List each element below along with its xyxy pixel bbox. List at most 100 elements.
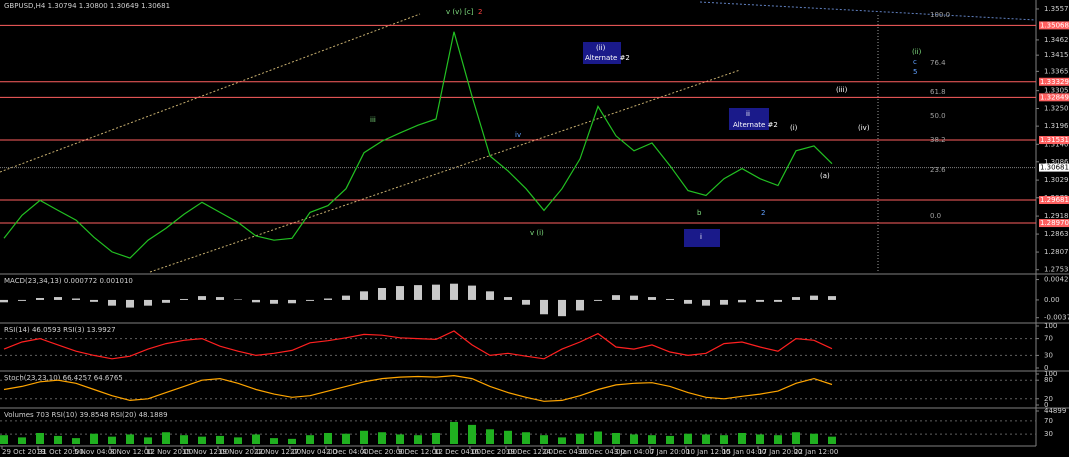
bar <box>504 297 512 300</box>
bar <box>108 299 116 306</box>
x-tick-label: 10 Jan 12:00 <box>686 448 730 456</box>
y-tick-label: 1.30860 <box>1044 158 1069 166</box>
bar <box>666 298 674 300</box>
bar <box>342 295 350 300</box>
wave-label: iii <box>370 116 376 124</box>
level-label: 1.29681 <box>1040 196 1069 204</box>
bar <box>612 432 620 444</box>
bar <box>432 432 440 444</box>
x-tick-label: 8 Nov 12:00 <box>110 448 153 456</box>
bar <box>162 299 170 303</box>
bar <box>774 435 782 444</box>
bar <box>720 299 728 305</box>
y-tick-label: 44899 <box>1044 407 1066 415</box>
y-tick-label: 100 <box>1044 322 1057 330</box>
y-tick-label: 20 <box>1044 395 1053 403</box>
y-tick-label: 1.34150 <box>1044 51 1069 59</box>
level-label: 1.28970 <box>1040 219 1069 227</box>
wave-label: v (v) [c] <box>446 8 474 16</box>
pane-title: GBPUSD,H4 1.30794 1.30800 1.30649 1.3068… <box>4 2 170 10</box>
bar <box>774 299 782 302</box>
current-price-bg <box>1039 163 1069 172</box>
bar <box>36 298 44 300</box>
x-tick-label: 29 Oct 2019 <box>2 448 45 456</box>
x-tick-label: 4 Dec 20:00 <box>362 448 405 456</box>
bar <box>252 299 260 303</box>
trend-line <box>699 1 1037 21</box>
wave-label: (iv) <box>858 124 870 132</box>
wave-label: 2 <box>478 8 482 16</box>
wave-label: 5 <box>913 68 917 76</box>
bar <box>396 286 404 300</box>
x-tick-label: 24 Dec 04:00 <box>542 448 589 456</box>
bar <box>126 299 134 308</box>
bar <box>450 421 458 444</box>
x-tick-label: 2 Dec 04:00 <box>326 448 369 456</box>
wave-label: c <box>913 58 917 66</box>
trend-line <box>0 13 421 173</box>
bar <box>702 299 710 306</box>
bar <box>342 433 350 444</box>
wave-label: 50.0 <box>930 112 946 120</box>
bar <box>828 436 836 444</box>
data-line <box>3 330 833 360</box>
x-tick-label: 9 Dec 12:00 <box>398 448 441 456</box>
y2-tick-label: 30 <box>1044 430 1053 438</box>
bar <box>0 299 8 303</box>
wave-label: (iii) <box>836 86 848 94</box>
x-tick-label: 31 Oct 20:00 <box>38 448 84 456</box>
bar <box>432 284 440 300</box>
wave-label: ii <box>746 110 750 118</box>
bar <box>198 296 206 300</box>
bar <box>288 299 296 304</box>
bar <box>486 429 494 444</box>
bar <box>414 285 422 300</box>
wave-label: Alternate #2 <box>585 54 630 62</box>
wave-label: 2 <box>761 209 765 217</box>
wave-label: (a) <box>820 172 830 180</box>
data-line <box>3 31 833 259</box>
y-tick-label: 1.27530 <box>1044 266 1069 274</box>
bar <box>378 432 386 444</box>
bar <box>0 435 8 444</box>
level-label: 1.32849 <box>1040 93 1069 101</box>
bar <box>522 432 530 444</box>
bar <box>504 430 512 444</box>
x-tick-label: 30 Dec 04:00 <box>578 448 625 456</box>
bar <box>522 299 530 305</box>
bar <box>360 291 368 300</box>
bar <box>486 291 494 300</box>
level-label-bg <box>1039 219 1069 228</box>
bar <box>270 438 278 444</box>
bar <box>144 437 152 444</box>
level-label-bg <box>1039 21 1069 30</box>
level-label-bg <box>1039 196 1069 205</box>
bar <box>162 432 170 444</box>
bar <box>612 295 620 300</box>
level-label: 1.35068 <box>1040 21 1069 29</box>
y-tick-label: 1.34620 <box>1044 36 1069 44</box>
wave-label: iv <box>515 131 521 139</box>
wave-label: Alternate #2 <box>733 121 778 129</box>
wave-label: v (i) <box>530 229 544 237</box>
bar <box>396 434 404 444</box>
bar <box>576 433 584 444</box>
x-tick-label: 15 Nov 12:00 <box>182 448 229 456</box>
wave-label: 61.8 <box>930 88 946 96</box>
x-tick-label: 3 Jan 04:00 <box>614 448 654 456</box>
x-tick-label: 12 Nov 20:00 <box>146 448 193 456</box>
bar <box>738 432 746 444</box>
y-tick-label: 1.29185 <box>1044 212 1069 220</box>
x-tick-label: 19 Nov 20:00 <box>218 448 265 456</box>
bar <box>180 298 188 300</box>
bar <box>72 438 80 444</box>
current-price-label: 1.30681 <box>1040 164 1069 172</box>
bar <box>216 297 224 300</box>
bar <box>684 433 692 444</box>
bar <box>288 438 296 444</box>
bar <box>648 435 656 444</box>
bar <box>324 432 332 444</box>
bar <box>306 299 314 301</box>
wave-label: 100.0 <box>930 11 950 19</box>
bar <box>720 435 728 444</box>
